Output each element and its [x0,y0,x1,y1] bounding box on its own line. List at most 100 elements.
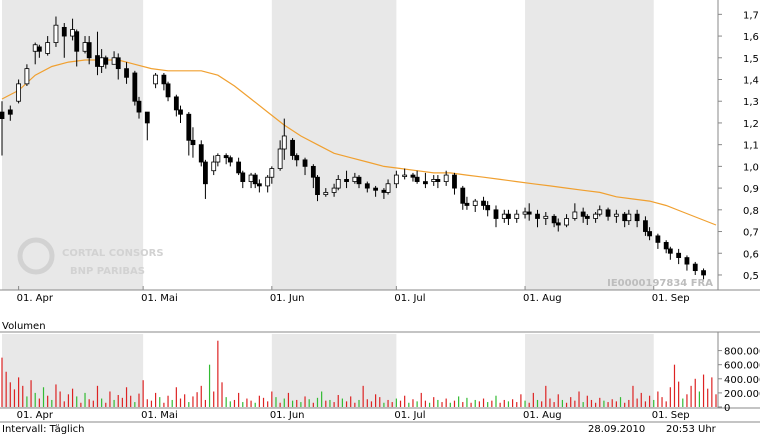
candle-body [431,179,437,182]
candle-body [435,179,441,182]
isin-label: IE0000197834 FRA [607,278,713,289]
candle-body [115,57,121,70]
candle-body [165,83,171,98]
price-y-tick-label: 1,3 [743,97,759,108]
volume-title: Volumen [2,321,46,332]
candle-body [95,55,100,67]
candle-body [514,213,520,219]
candle-body [663,241,669,250]
shaded-month-band [525,0,654,290]
candle-body [335,179,341,189]
volume-shaded-band [525,334,654,408]
price-y-tick-label: 1,6 [743,32,759,43]
candle-body [203,161,208,185]
candle-body [443,174,449,182]
candle-body [124,68,129,78]
candle-body [701,270,706,276]
candle-body [45,42,51,54]
candle-body [269,168,275,178]
price-y-tick-label: 0,8 [743,206,759,217]
volume-y-tick-label: 0 [724,403,730,414]
price-x-tick-label: 01. Mai [141,293,178,304]
candle-body [32,44,38,52]
volume-y-tick-label: 600.000 [724,361,760,372]
candle-body [564,218,569,226]
price-x-tick-label: 01. Sep [652,293,690,304]
candle-body [647,231,652,237]
candle-body [626,213,632,222]
candle-body [256,183,262,187]
time-label: 20:53 Uhr [666,424,716,435]
price-y-tick-label: 1,7 [743,10,759,21]
candle-body [356,176,362,185]
candle-body [684,257,690,265]
candle-body [111,57,117,65]
candle-body [36,46,42,52]
candle-body [410,174,416,178]
price-candlestick-chart: CORTAL CONSORS BNP PARIBAS IE0000197834 FR… [0,0,760,304]
candle-body [364,183,370,189]
volume-x-tick-label: 01. Aug [523,410,562,421]
candle-body [460,187,466,204]
volume-y-tick-label: 400.000 [724,375,760,386]
candle-body [344,179,349,182]
candle-body [16,83,22,102]
candle-body [103,57,109,65]
candle-body [61,26,67,37]
candle-body [178,109,183,115]
candle-body [198,144,204,163]
candle-body [144,111,150,124]
volume-x-tick-label: 01. Jun [270,410,305,421]
volume-bar-chart: Volumen 800.000 600.000 400.000 200.000 0 01. … [0,321,760,423]
candle-body [692,263,698,272]
candle-body [572,211,578,219]
candle-body [526,211,532,215]
candle-body [655,235,661,243]
candle-body [236,161,242,174]
price-y-tick-label: 0,5 [743,271,759,282]
candle-body [584,215,590,219]
candle-body [373,187,379,191]
candle-body [501,213,507,219]
candle-body [294,155,300,161]
volume-y-tick-label: 200.000 [724,389,760,400]
candle-body [190,139,196,146]
candle-body [86,42,92,59]
candle-body [634,213,640,222]
interval-label: Intervall: Täglich [2,424,85,435]
candle-body [82,42,88,52]
price-x-tick-label: 01. Jul [394,293,425,304]
candle-body [385,183,391,193]
candle-body [132,72,138,102]
candle-body [265,176,271,187]
price-x-tick-label: 01. Aug [523,293,562,304]
candle-body [551,215,557,224]
candle-body [161,74,167,85]
candle-body [381,189,387,193]
candle-body [248,174,254,182]
candle-body [186,113,192,141]
watermark-logo [17,237,55,275]
candle-body [252,174,258,185]
price-y-tick-label: 1,2 [743,119,759,130]
price-x-tick-label: 01. Apr [17,293,54,304]
candle-body [613,213,619,217]
candle-body [277,148,283,169]
candle-body [485,205,491,211]
candle-body [302,159,308,167]
candle-body [622,213,628,222]
volume-shaded-band [271,334,397,408]
volume-y-tick-label: 800.000 [724,347,760,358]
candle-body [70,29,75,37]
candle-body [240,172,246,182]
candle-body [522,211,528,215]
candle-body [605,209,611,217]
candle-body [543,215,549,219]
candle-body [493,209,499,219]
candle-body [223,155,229,159]
candle-body [227,157,233,163]
watermark-subtext: BNP PARIBAS [70,266,145,277]
candle-body [667,248,673,254]
candle-body [323,192,329,196]
